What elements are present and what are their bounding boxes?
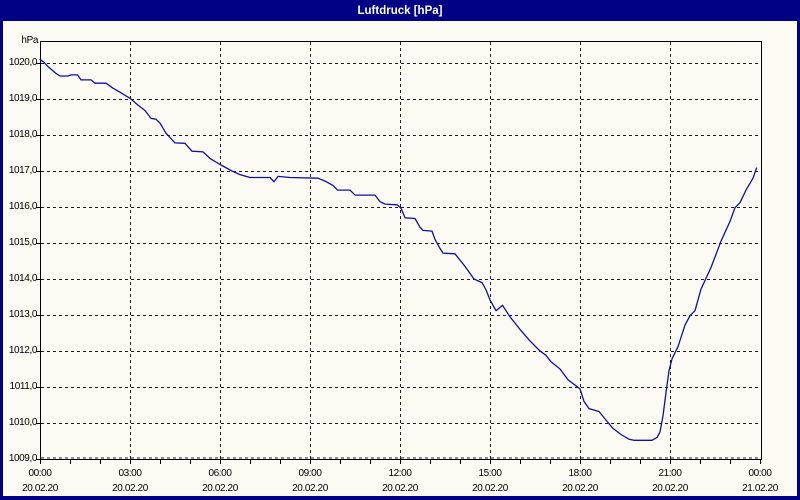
x-axis-date-label: 20.02.20 — [382, 483, 418, 494]
y-axis-tick-label: 1019,0 — [8, 93, 38, 104]
x-axis-date-label: 20.02.20 — [562, 483, 598, 494]
x-axis-time-label: 09:00 — [298, 468, 322, 479]
x-axis-date-label: 20.02.20 — [202, 483, 238, 494]
y-axis-tick-label: 1018,0 — [8, 129, 38, 140]
y-axis-tick-label: 1016,0 — [8, 201, 38, 212]
window-title: Luftdruck [hPa] — [357, 4, 443, 17]
y-axis-tick-label: 1011,0 — [9, 381, 38, 392]
x-axis-time-label: 15:00 — [478, 468, 502, 479]
y-axis-tick-label: 1020,0 — [8, 57, 38, 68]
x-axis-time-label: 12:00 — [388, 468, 412, 479]
x-axis-date-label: 21.02.20 — [742, 483, 778, 494]
y-axis-tick-label: 1013,0 — [8, 309, 38, 320]
pressure-chart: hPa 1020,0 1019,0 1018,0 1017,0 1016,0 1015,0 1… — [3, 21, 797, 496]
x-axis-time-label: 00:00 — [28, 468, 52, 479]
x-axis-time-label: 03:00 — [118, 468, 142, 479]
y-axis-tick-label: 1012,0 — [8, 345, 38, 356]
pressure-series-path — [39, 58, 758, 441]
x-axis-date-label: 20.02.20 — [472, 483, 508, 494]
title-bar: Luftdruck [hPa] — [0, 0, 800, 21]
x-axis-time-label: 00:00 — [748, 468, 772, 479]
y-axis-tick-label: 1009,0 — [8, 453, 38, 464]
plot-canvas — [36, 41, 762, 464]
y-axis-unit-label: hPa — [21, 35, 38, 46]
x-axis-time-label: 06:00 — [208, 468, 232, 479]
chart-panel: hPa 1020,0 1019,0 1018,0 1017,0 1016,0 1015,0 1… — [3, 21, 797, 496]
y-axis-tick-label: 1014,0 — [8, 273, 38, 284]
y-axis-tick-label: 1010,0 — [8, 417, 38, 428]
y-axis-tick-label: 1015,0 — [8, 237, 38, 248]
axis-frame — [40, 41, 762, 460]
y-axis-tick-label: 1017,0 — [8, 165, 38, 176]
x-axis-date-label: 20.02.20 — [292, 483, 328, 494]
x-axis-date-label: 20.02.20 — [652, 483, 688, 494]
x-axis-time-label: 18:00 — [568, 468, 592, 479]
x-axis-date-label: 20.02.20 — [112, 483, 148, 494]
x-axis-date-label: 20.02.20 — [22, 483, 58, 494]
x-axis-time-label: 21:00 — [658, 468, 682, 479]
